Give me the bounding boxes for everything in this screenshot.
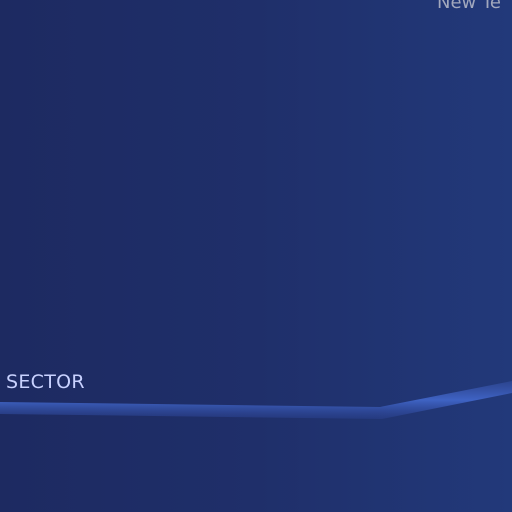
header-label: New Te — [437, 0, 501, 13]
band-shape — [0, 381, 512, 419]
section-label: SECTOR — [6, 371, 85, 393]
